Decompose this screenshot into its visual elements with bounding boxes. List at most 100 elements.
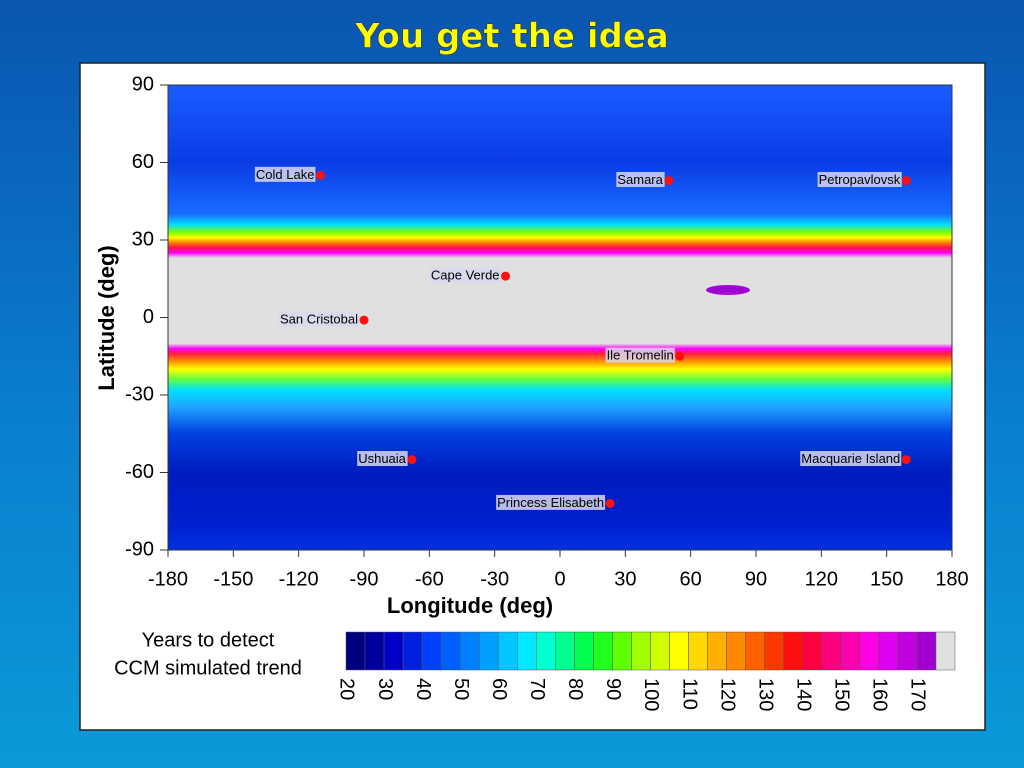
x-tick-label: 0	[554, 568, 565, 590]
colorbar-tick-label: 70	[526, 678, 548, 700]
y-tick-label: 30	[132, 228, 154, 250]
colorbar-cell	[669, 631, 689, 671]
station-point	[901, 455, 911, 465]
colorbar-tick-label: 30	[374, 678, 396, 700]
colorbar-cell	[574, 631, 594, 671]
station-label-bg	[605, 347, 675, 363]
y-tick-label: -30	[125, 383, 154, 405]
colorbar-cell	[897, 631, 918, 671]
x-tick-label: 120	[805, 568, 838, 590]
x-tick-label: 30	[614, 568, 636, 590]
x-tick-label: -150	[213, 568, 253, 590]
station-label: Cape Verde	[431, 268, 500, 283]
colorbar-label: Years to detect	[142, 629, 275, 651]
station-point	[359, 315, 369, 325]
colorbar-tick-label: 170	[907, 678, 929, 711]
station-label: Princess Elisabeth	[497, 495, 604, 510]
y-tick-label: 0	[143, 306, 154, 328]
station-label-bg	[616, 172, 665, 188]
colorbar-cell	[764, 631, 784, 671]
colorbar-cell	[555, 631, 575, 671]
station: Cold Lake	[254, 166, 325, 182]
station-point	[901, 176, 911, 186]
station-label: Ile Tromelin	[607, 348, 674, 363]
colorbar-cell	[707, 631, 727, 671]
colorbar-cell	[402, 631, 423, 671]
colorbar-tick-label: 150	[831, 678, 853, 711]
station-label: Petropavlovsk	[819, 172, 901, 187]
colorbar-tick-label: 20	[336, 678, 358, 700]
station-label-bg	[254, 166, 316, 182]
y-tick-label: -90	[125, 538, 154, 560]
station-point	[407, 455, 417, 465]
x-tick-label: -90	[350, 568, 379, 590]
y-tick-label: 90	[132, 73, 154, 95]
slide-title: You get the idea	[354, 17, 669, 57]
x-tick-label: 150	[870, 568, 903, 590]
colorbar-cell	[745, 631, 765, 671]
colorbar-tick-label: 90	[602, 678, 624, 700]
station: Samara	[616, 172, 674, 188]
colorbar-cell	[364, 631, 385, 671]
station-point	[605, 499, 615, 508]
station-label: Macquarie Island	[801, 451, 900, 466]
station-label: San Cristobal	[280, 312, 358, 327]
station-label: Ushuaia	[358, 451, 406, 466]
colorbar-cell	[878, 631, 899, 671]
x-tick-label: -120	[279, 568, 319, 590]
colorbar-cell	[802, 631, 823, 671]
x-tick-label: 90	[745, 568, 767, 590]
colorbar-tick-label: 60	[488, 678, 510, 700]
y-tick-label: 60	[132, 151, 154, 173]
y-tick-label: -60	[125, 461, 154, 483]
colorbar-tick-label: 50	[450, 678, 472, 700]
station-label-bg	[429, 267, 501, 283]
colorbar-cell	[726, 631, 746, 671]
station-label-bg	[817, 172, 902, 188]
colorbar-cell	[612, 631, 632, 671]
station: Macquarie Island	[800, 451, 911, 467]
station: Cape Verde	[429, 267, 511, 283]
colorbar-cell	[593, 631, 613, 671]
colorbar-tick-label: 160	[869, 678, 891, 711]
station: Ile Tromelin	[605, 347, 685, 363]
x-tick-label: 180	[935, 568, 968, 590]
x-axis-label: Longitude (deg)	[387, 593, 553, 618]
colorbar: Years to detect CCM simulated trend 20 30 40…	[114, 629, 956, 711]
colorbar-cell	[859, 631, 880, 671]
station-label: Samara	[617, 172, 663, 187]
colorbar-cell	[421, 631, 442, 671]
colorbar-cell	[498, 631, 518, 671]
colorbar-cell	[821, 631, 842, 671]
colorbar-cell	[478, 631, 499, 671]
station-point	[664, 176, 674, 186]
colorbar-tick-label: 100	[640, 678, 662, 711]
x-tick-label: -60	[415, 568, 444, 590]
colorbar-cell	[688, 631, 708, 671]
colorbar-tick-label: 120	[716, 678, 738, 711]
station: Princess Elisabeth	[496, 494, 615, 510]
x-tick-label: 60	[680, 568, 702, 590]
station-point	[501, 271, 511, 281]
x-tick-label: -180	[148, 568, 188, 590]
station: Ushuaia	[357, 451, 417, 467]
colorbar-cell	[935, 631, 956, 671]
colorbar-cell	[517, 631, 537, 671]
colorbar-cell	[536, 631, 556, 671]
colorbar-cell	[440, 631, 461, 671]
station-label-bg	[278, 311, 360, 327]
colorbar-tick-label: 140	[792, 678, 814, 711]
station: San Cristobal	[278, 311, 369, 327]
colorbar-label: CCM simulated trend	[114, 657, 302, 679]
colorbar-cell	[840, 631, 861, 671]
station-label-bg	[800, 451, 902, 467]
colorbar-tick-label: 110	[678, 678, 700, 710]
colorbar-tick-label: 80	[564, 678, 586, 700]
colorbar-cell	[459, 631, 480, 671]
station-point	[315, 170, 325, 180]
colorbar-tick-label: 40	[412, 678, 434, 700]
colorbar-cell	[650, 631, 670, 671]
station-label-bg	[357, 451, 408, 467]
